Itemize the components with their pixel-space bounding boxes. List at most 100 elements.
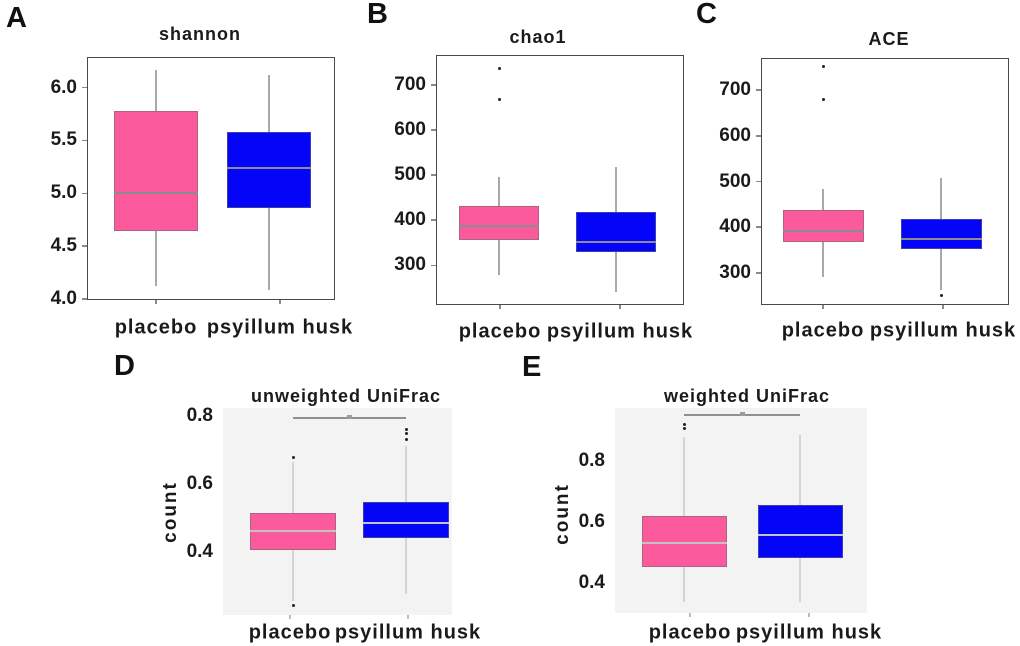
significance-marker [347,414,352,419]
y-tick-label: 700 [394,73,426,95]
y-tick-label: 0.4 [578,571,605,593]
median-line [782,229,864,232]
y-tick-mark [431,264,436,267]
x-category-label: placebo [248,621,332,644]
box-placebo [782,210,864,243]
median-line [459,224,539,227]
x-tick-mark [942,305,944,309]
median-line [900,238,982,241]
y-tick-label: 400 [394,209,426,231]
y-tick-mark [82,139,87,142]
box-psyillum-husk [576,212,656,252]
box-placebo [114,110,198,232]
outlier-dot [404,438,408,442]
box-placebo [459,205,539,241]
y-tick-mark [82,298,87,300]
panel-title-B: chao1 [509,27,567,47]
plot-area-C [761,58,1009,305]
outlier-dot [291,603,295,607]
box-placebo [641,515,727,568]
y-tick-label: 500 [394,164,426,186]
plot-area-B [436,55,684,305]
x-category-label: psyillum husk [334,621,482,644]
y-tick-mark [431,219,436,221]
outlier-dot [682,427,686,431]
x-category-label: placebo [458,320,542,343]
y-tick-mark [82,192,87,195]
panel-label-E: E [522,351,542,383]
y-tick-mark [756,272,761,274]
y-tick-mark [756,89,761,91]
y-tick-mark [431,174,436,176]
y-tick-mark [431,129,436,131]
y-tick-label: 600 [719,124,751,146]
y-tick-label: 4.5 [50,235,77,257]
x-category-label: placebo [114,316,198,339]
y-tick-label: 5.0 [50,182,77,204]
panel-title-A: shannon [159,24,241,44]
box-psyillum-husk [363,501,449,538]
outlier-dot [404,432,408,436]
box-psyillum-husk [227,132,311,209]
outlier-dot [682,422,686,426]
median-line [641,542,727,545]
x-category-label: psyillum husk [869,319,1017,342]
y-tick-label: 300 [394,254,426,276]
median-line [227,166,311,169]
box-psyillum-husk [900,219,982,249]
x-tick-mark [808,613,810,617]
x-category-label: psyillum husk [546,320,694,343]
x-tick-mark [619,305,621,309]
y-tick-label: 6.0 [50,76,77,98]
panel-label-D: D [114,350,135,382]
y-tick-mark [756,180,761,183]
x-tick-mark [155,300,157,304]
y-tick-mark [82,86,87,89]
outlier-dot [939,293,943,297]
x-tick-mark [689,613,691,617]
outlier-dot [497,97,501,101]
panel-title-E: weighted UniFrac [663,386,831,406]
y-tick-label: 0.8 [578,449,605,471]
x-tick-mark [822,305,824,309]
significance-marker [739,411,745,416]
x-tick-mark [407,615,409,619]
y-tick-mark [756,135,761,137]
outlier-dot [821,97,825,101]
outlier-dot [291,456,295,460]
y-tick-label: 300 [719,261,751,283]
x-category-label: psyillum husk [206,316,354,339]
y-tick-label: 0.6 [578,510,605,532]
panel-label-A: A [6,2,27,34]
x-tick-mark [279,300,281,304]
median-line [576,240,656,243]
x-tick-mark [499,305,501,309]
y-tick-label: 600 [394,118,426,140]
median-line [757,534,843,537]
outlier-dot [404,427,408,431]
y-tick-mark [431,84,436,86]
panel-title-C: ACE [868,29,910,49]
y-tick-label: 400 [719,216,751,238]
outlier-dot [497,66,501,70]
y-tick-label: 500 [719,170,751,192]
median-line [363,521,449,524]
y-tick-label: 4.0 [50,287,77,309]
y-tick-mark [756,226,761,228]
y-tick-label: 0.6 [186,473,213,495]
x-category-label: placebo [648,621,732,644]
box-psyillum-husk [757,505,843,559]
panel-label-B: B [367,0,388,30]
y-tick-label: 0.4 [186,541,213,563]
median-line [250,530,336,533]
y-tick-label: 0.8 [186,405,213,427]
median-line [114,192,198,195]
panel-title-D: unweighted UniFrac [250,386,442,406]
outlier-dot [821,64,825,68]
x-category-label: psyillum husk [735,621,883,644]
y-tick-label: 5.5 [50,129,77,151]
panel-label-C: C [696,0,717,30]
x-tick-mark [289,615,291,619]
y-tick-mark [82,245,87,247]
